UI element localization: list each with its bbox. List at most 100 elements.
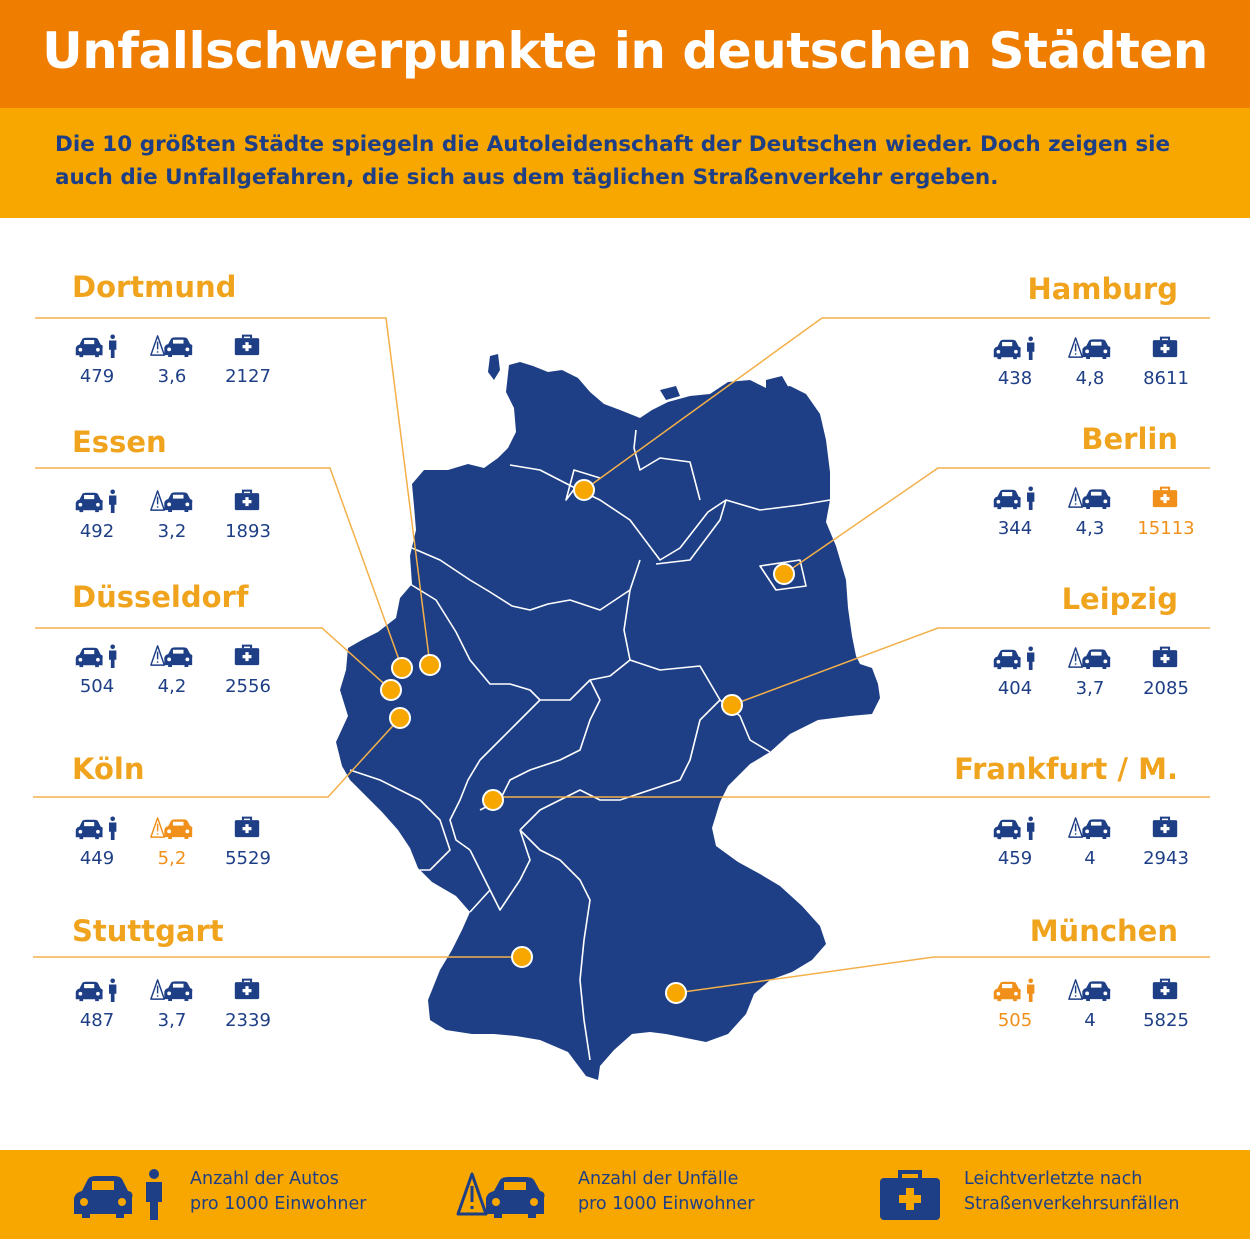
car-person-icon: [990, 486, 1040, 514]
warning-car-icon: [149, 644, 195, 672]
injured-value: 2943: [1143, 848, 1189, 869]
dot-berlin: [773, 563, 795, 585]
subtitle-bar: Die 10 größten Städte spiegeln die Autol…: [0, 108, 1250, 218]
accidents-value: 4,8: [1075, 368, 1105, 389]
city-panel: Frankfurt / M. 459 4 2943: [954, 752, 1210, 872]
injured-value: 5825: [1143, 1010, 1189, 1031]
car-person-icon: [72, 816, 122, 844]
cars-value: 505: [997, 1010, 1033, 1031]
city-name: Leipzig: [1061, 582, 1178, 616]
dot-koeln: [389, 707, 411, 729]
city-panel: Dortmund 479 3,6 2127: [0, 270, 271, 390]
dot-stuttgart: [511, 946, 533, 968]
car-person-icon: [72, 489, 122, 517]
city-name: Hamburg: [1027, 272, 1178, 306]
city-name: Düsseldorf: [72, 580, 249, 614]
city-name: Dortmund: [72, 270, 237, 304]
island-sylt: [488, 354, 500, 380]
injured-value: 5529: [225, 848, 271, 869]
accidents-value: 5,2: [157, 848, 187, 869]
warning-car-icon: [149, 489, 195, 517]
cars-value: 479: [79, 366, 115, 387]
legend-cars-text: Anzahl der Autos pro 1000 Einwohner: [190, 1169, 367, 1214]
city-name: Berlin: [1081, 422, 1178, 456]
city-panel: Stuttgart 487 3,7 2339: [0, 914, 271, 1034]
city-panel: Hamburg 438 4,8 8611: [980, 272, 1210, 392]
car-person-icon: [72, 334, 122, 362]
dot-frankfurt: [482, 789, 504, 811]
cars-value: 404: [997, 678, 1033, 699]
first-aid-kit-icon: [1152, 336, 1178, 362]
accidents-value: 4,3: [1075, 518, 1105, 539]
cars-value: 438: [997, 368, 1033, 389]
city-panel: Düsseldorf 504 4,2 2556: [0, 580, 271, 700]
accidents-value: 4: [1084, 848, 1096, 869]
island-fehmarn: [660, 386, 680, 400]
first-aid-kit-icon: [1152, 486, 1178, 512]
car-person-icon: [990, 646, 1040, 674]
injured-value: 2556: [225, 676, 271, 697]
first-aid-kit-icon: [1152, 978, 1178, 1004]
accidents-value: 3,2: [157, 521, 187, 542]
warning-car-icon: [1067, 646, 1113, 674]
city-name: Stuttgart: [72, 914, 224, 948]
cars-value: 504: [79, 676, 115, 697]
first-aid-kit-icon: [234, 489, 260, 515]
germany-shape: [336, 362, 880, 1080]
warning-car-icon: [149, 816, 195, 844]
warning-car-icon: [149, 334, 195, 362]
warning-car-icon: [1067, 486, 1113, 514]
dot-leipzig: [721, 694, 743, 716]
injured-value: 2127: [225, 366, 271, 387]
car-person-icon: [74, 1169, 162, 1220]
city-name: Essen: [72, 425, 167, 459]
legend-injured-text: Leichtverletzte nach Straßenverkehrsunfä…: [964, 1169, 1180, 1214]
city-panel: München 505 4 5825: [980, 914, 1210, 1034]
accidents-value: 3,6: [157, 366, 187, 387]
warning-car-icon: [1067, 978, 1113, 1006]
injured-value: 8611: [1143, 368, 1189, 389]
injured-value: 15113: [1137, 518, 1195, 539]
injured-value: 2339: [225, 1010, 271, 1031]
dot-essen: [391, 657, 413, 679]
accidents-value: 3,7: [157, 1010, 187, 1031]
first-aid-kit-icon: [234, 334, 260, 360]
city-panel: Essen 492 3,2 1893: [0, 425, 271, 545]
dot-dortmund: [419, 654, 441, 676]
car-person-icon: [72, 644, 122, 672]
page-subtitle: Die 10 größten Städte spiegeln die Autol…: [55, 132, 1171, 190]
injured-value: 1893: [225, 521, 271, 542]
city-panel: Berlin 344 4,3 15113: [980, 422, 1210, 542]
first-aid-kit-icon: [234, 978, 260, 1004]
warning-car-icon: [1067, 816, 1113, 844]
header-bar: Unfallschwerpunkte in deutschen Städten: [0, 0, 1250, 108]
accidents-value: 4: [1084, 1010, 1096, 1031]
warning-car-icon: [1067, 336, 1113, 364]
first-aid-kit-icon: [234, 644, 260, 670]
cars-value: 449: [79, 848, 115, 869]
first-aid-kit-icon: [1152, 646, 1178, 672]
warning-car-icon: [149, 978, 195, 1006]
dot-hamburg: [573, 479, 595, 501]
cars-value: 487: [79, 1010, 115, 1031]
city-name: Köln: [72, 752, 145, 786]
city-name: München: [1029, 914, 1178, 948]
car-person-icon: [990, 336, 1040, 364]
cars-value: 459: [997, 848, 1033, 869]
page-title: Unfallschwerpunkte in deutschen Städten: [42, 22, 1208, 80]
city-panel: Leipzig 404 3,7 2085: [980, 582, 1210, 702]
car-person-icon: [72, 978, 122, 1006]
legend-bar: Anzahl der Autos pro 1000 Einwohner Anza…: [0, 1150, 1250, 1239]
dot-muenchen: [665, 982, 687, 1004]
cars-value: 492: [79, 521, 115, 542]
accidents-value: 3,7: [1075, 678, 1105, 699]
car-person-icon: [990, 978, 1040, 1006]
accidents-value: 4,2: [157, 676, 187, 697]
injured-value: 2085: [1143, 678, 1189, 699]
city-panel: Köln 449 5,2 5529: [0, 752, 271, 872]
car-person-icon: [990, 816, 1040, 844]
cars-value: 344: [997, 518, 1033, 539]
city-name: Frankfurt / M.: [954, 752, 1178, 786]
first-aid-kit-icon: [1152, 816, 1178, 842]
